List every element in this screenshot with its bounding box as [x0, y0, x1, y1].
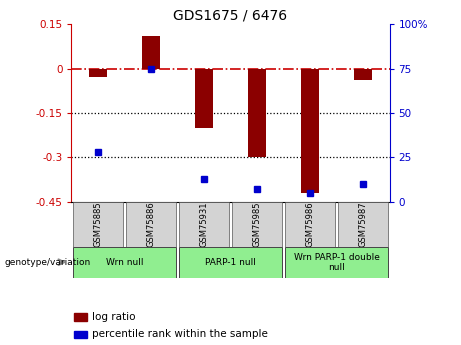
Title: GDS1675 / 6476: GDS1675 / 6476: [173, 9, 288, 23]
FancyBboxPatch shape: [284, 202, 336, 247]
FancyBboxPatch shape: [72, 202, 124, 247]
Bar: [74, 313, 87, 321]
Text: percentile rank within the sample: percentile rank within the sample: [92, 329, 267, 339]
Bar: [248, 69, 266, 157]
FancyBboxPatch shape: [178, 247, 283, 278]
Bar: [142, 36, 160, 69]
Text: genotype/variation: genotype/variation: [5, 258, 91, 267]
FancyBboxPatch shape: [231, 202, 283, 247]
Bar: [301, 69, 319, 193]
Text: GSM75885: GSM75885: [94, 201, 102, 247]
Text: Wrn PARP-1 double
null: Wrn PARP-1 double null: [294, 253, 379, 272]
Text: GSM75987: GSM75987: [359, 201, 367, 247]
FancyBboxPatch shape: [284, 247, 389, 278]
Text: GSM75886: GSM75886: [147, 201, 155, 247]
Text: Wrn null: Wrn null: [106, 258, 143, 267]
FancyBboxPatch shape: [337, 202, 389, 247]
Bar: [354, 69, 372, 80]
Text: log ratio: log ratio: [92, 312, 135, 322]
Text: GSM75931: GSM75931: [200, 201, 208, 247]
Bar: [74, 331, 87, 338]
Text: PARP-1 null: PARP-1 null: [205, 258, 256, 267]
Text: GSM75985: GSM75985: [253, 201, 261, 247]
FancyBboxPatch shape: [125, 202, 177, 247]
FancyBboxPatch shape: [72, 247, 177, 278]
FancyBboxPatch shape: [178, 202, 230, 247]
Bar: [89, 69, 107, 77]
Bar: [195, 69, 213, 128]
Text: GSM75986: GSM75986: [306, 201, 314, 247]
